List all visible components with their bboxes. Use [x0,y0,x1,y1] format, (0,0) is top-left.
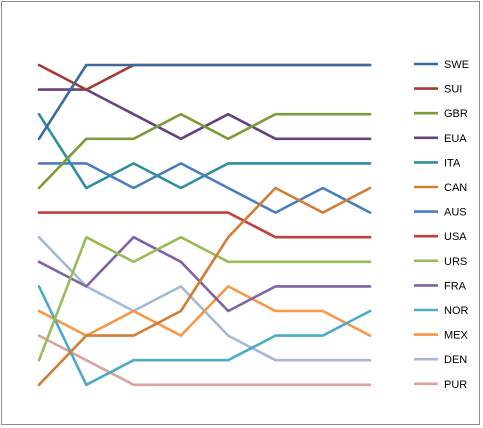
legend-label: SUI [444,84,462,96]
legend-item-eua: EUA [414,133,467,145]
series-line-urs [37,235,372,362]
legend-label: USA [444,231,467,243]
plot-area [37,63,372,387]
legend-label: ITA [444,157,461,169]
legend-label: PUR [444,379,467,391]
series-line-sui [37,63,372,91]
legend-label: FRA [444,280,467,292]
legend-item-fra: FRA [414,280,467,292]
legend-item-pur: PUR [414,379,467,391]
series-line-ita [37,112,372,190]
legend-item-ita: ITA [414,157,461,169]
series-line-mex [37,285,372,337]
legend-label: URS [444,256,467,268]
series-line-can [37,186,372,387]
legend-item-mex: MEX [414,330,469,342]
legend-label: CAN [444,182,467,194]
legend-label: AUS [444,207,467,219]
legend-item-usa: USA [414,231,467,243]
legend-item-swe: SWE [414,59,469,71]
legend: SWE SUI GBR EUA ITA CAN AUS USA URS FRA NOR MEX DEN P… [414,59,469,391]
series-line-nor [37,285,372,387]
legend-label: NOR [444,305,469,317]
legend-item-gbr: GBR [414,108,468,120]
legend-item-nor: NOR [414,305,469,317]
legend-item-can: CAN [414,182,467,194]
legend-label: MEX [444,330,469,342]
series-line-gbr [37,112,372,190]
series-line-usa [37,211,372,239]
legend-label: GBR [444,108,468,120]
legend-label: SWE [444,59,469,71]
series-line-swe [37,63,372,141]
legend-label: DEN [444,354,467,366]
legend-item-aus: AUS [414,207,467,219]
legend-label: EUA [444,133,467,145]
legend-item-urs: URS [414,256,467,268]
legend-item-sui: SUI [414,84,462,96]
legend-item-den: DEN [414,354,467,366]
series-line-den [37,235,372,362]
series-line-pur [37,334,372,387]
series-line-fra [37,235,372,313]
